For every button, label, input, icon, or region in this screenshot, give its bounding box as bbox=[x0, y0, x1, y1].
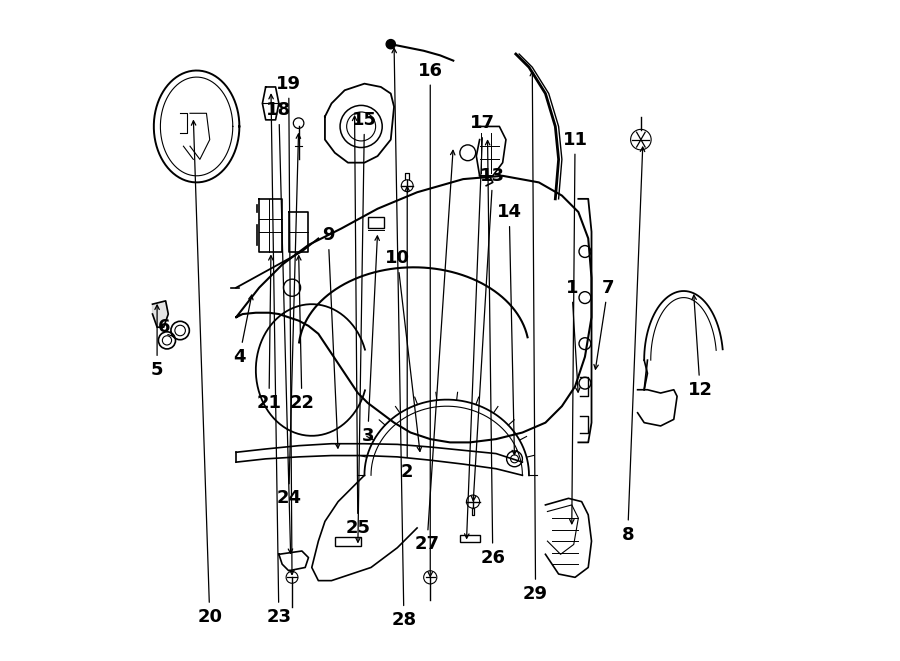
Text: 24: 24 bbox=[276, 134, 302, 508]
Text: 14: 14 bbox=[497, 203, 522, 455]
Text: 5: 5 bbox=[151, 305, 163, 379]
Text: 17: 17 bbox=[464, 114, 495, 538]
Text: 2: 2 bbox=[401, 186, 413, 481]
Text: 10: 10 bbox=[385, 249, 421, 451]
Text: 11: 11 bbox=[562, 131, 588, 524]
Circle shape bbox=[386, 40, 395, 49]
Text: 27: 27 bbox=[415, 150, 454, 553]
Text: 7: 7 bbox=[594, 279, 614, 369]
Text: 22: 22 bbox=[290, 256, 314, 412]
Text: 19: 19 bbox=[276, 75, 302, 574]
Text: 20: 20 bbox=[192, 121, 222, 626]
Text: 8: 8 bbox=[621, 147, 644, 543]
Text: 18: 18 bbox=[266, 101, 292, 553]
Text: 29: 29 bbox=[523, 71, 548, 603]
Text: 1: 1 bbox=[565, 279, 581, 392]
Text: 28: 28 bbox=[392, 48, 417, 629]
Text: 26: 26 bbox=[481, 141, 505, 566]
Text: 6: 6 bbox=[158, 318, 173, 336]
Text: 3: 3 bbox=[362, 236, 380, 445]
Text: 21: 21 bbox=[256, 256, 282, 412]
Text: 25: 25 bbox=[346, 116, 370, 537]
Text: 15: 15 bbox=[352, 111, 377, 542]
Text: 13: 13 bbox=[472, 167, 505, 501]
Polygon shape bbox=[152, 301, 168, 327]
Text: 23: 23 bbox=[266, 95, 292, 626]
Text: 16: 16 bbox=[418, 61, 443, 576]
Text: 12: 12 bbox=[688, 295, 713, 399]
Text: 4: 4 bbox=[233, 295, 253, 366]
Text: 9: 9 bbox=[322, 226, 340, 448]
